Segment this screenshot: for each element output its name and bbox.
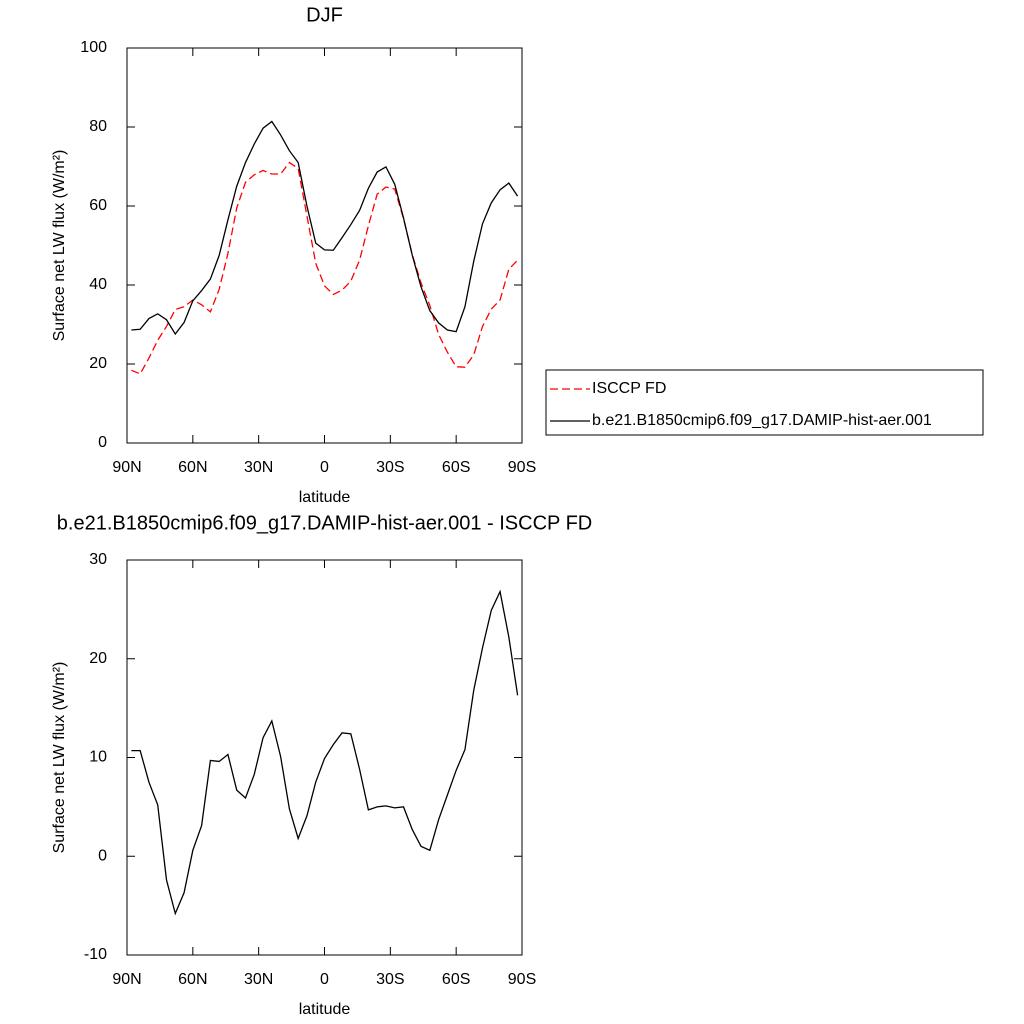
legend: ISCCP FD b.e21.B1850cmip6.f09_g17.DAMIP-h…	[545, 369, 984, 436]
data-line	[131, 589, 519, 916]
plot-frame	[126, 47, 523, 444]
data-line	[131, 120, 519, 336]
x-axis-label: latitude	[299, 489, 351, 506]
x-tick-label: 60N	[178, 971, 207, 988]
x-tick-label: 90N	[112, 971, 141, 988]
y-tick-label: 40	[89, 276, 107, 293]
y-tick-label: 0	[98, 434, 107, 451]
data-line	[131, 161, 519, 375]
y-tick-label: 80	[89, 118, 107, 135]
legend-label: ISCCP FD	[592, 380, 666, 397]
y-tick-label: 30	[89, 551, 107, 568]
y-tick-label: 10	[89, 749, 107, 766]
y-axis-label: Surface net LW flux (W/m²)	[51, 662, 68, 854]
x-tick-label: 0	[320, 459, 329, 476]
x-tick-label: 90S	[508, 971, 536, 988]
x-tick-label: 60N	[178, 459, 207, 476]
y-tick-label: 60	[89, 197, 107, 214]
x-tick-label: 90S	[508, 459, 536, 476]
y-tick-label: 20	[89, 355, 107, 372]
legend-frame	[545, 369, 984, 436]
y-tick-label: -10	[84, 946, 107, 963]
y-tick-label: 0	[98, 847, 107, 864]
x-tick-label: 30N	[244, 971, 273, 988]
y-tick-label: 20	[89, 650, 107, 667]
chart-title: DJF	[306, 4, 343, 26]
x-tick-label: 30S	[376, 459, 404, 476]
x-tick-label: 90N	[112, 459, 141, 476]
legend-label: b.e21.B1850cmip6.f09_g17.DAMIP-hist-aer.…	[592, 412, 932, 429]
y-axis-label: Surface net LW flux (W/m²)	[51, 150, 68, 342]
chart-title: b.e21.B1850cmip6.f09_g17.DAMIP-hist-aer.…	[57, 512, 592, 534]
x-tick-label: 60S	[442, 971, 470, 988]
y-tick-label: 100	[80, 39, 107, 56]
x-tick-label: 60S	[442, 459, 470, 476]
x-tick-label: 30N	[244, 459, 273, 476]
x-tick-label: 0	[320, 971, 329, 988]
x-axis-label: latitude	[299, 1001, 351, 1018]
x-tick-label: 30S	[376, 971, 404, 988]
